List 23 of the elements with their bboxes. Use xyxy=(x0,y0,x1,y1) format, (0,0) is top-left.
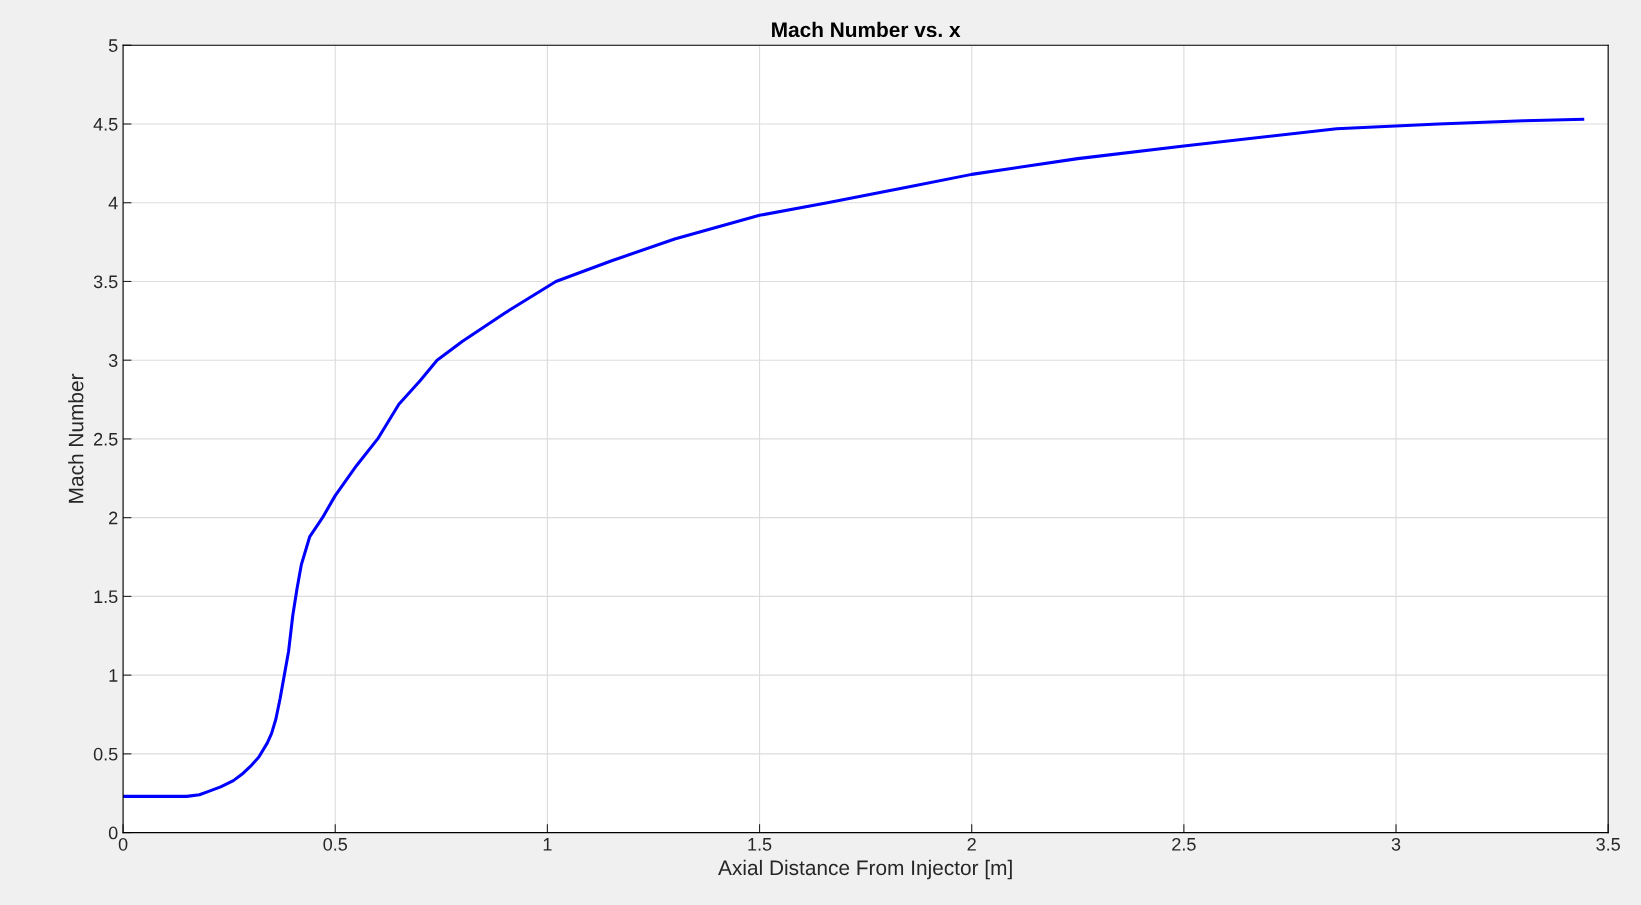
y-axis-title: Mach Number xyxy=(68,373,84,503)
x-tick-label: 3 xyxy=(1391,837,1401,851)
x-tick-label: 0.5 xyxy=(323,837,348,851)
y-tick-label: 0.5 xyxy=(93,747,118,761)
y-tick-label: 0 xyxy=(108,826,118,840)
x-tick-label: 3.5 xyxy=(1596,837,1620,851)
y-tick-label: 1 xyxy=(109,669,118,682)
chart-title: Mach Number vs. x xyxy=(772,21,961,38)
y-tick-label: 4 xyxy=(108,196,118,210)
y-tick-label: 3 xyxy=(108,354,118,367)
y-tick-label: 5 xyxy=(108,39,118,52)
x-tick-label: 2.5 xyxy=(1172,837,1196,851)
x-tick-label: 0 xyxy=(118,837,128,851)
x-axis-title: Axial Distance From Injector [m] xyxy=(718,859,1012,880)
y-tick-label: 2 xyxy=(109,511,118,525)
y-tick-label: 1.5 xyxy=(94,590,118,604)
x-tick-label: 2 xyxy=(967,837,976,851)
x-tick-label: 1.5 xyxy=(748,838,772,851)
y-tick-label: 4.5 xyxy=(93,118,118,131)
line-series xyxy=(123,117,1585,798)
x-tick-label: 1 xyxy=(543,838,552,851)
y-tick-label: 3.5 xyxy=(93,275,118,289)
y-tick-label: 2.5 xyxy=(94,432,118,446)
